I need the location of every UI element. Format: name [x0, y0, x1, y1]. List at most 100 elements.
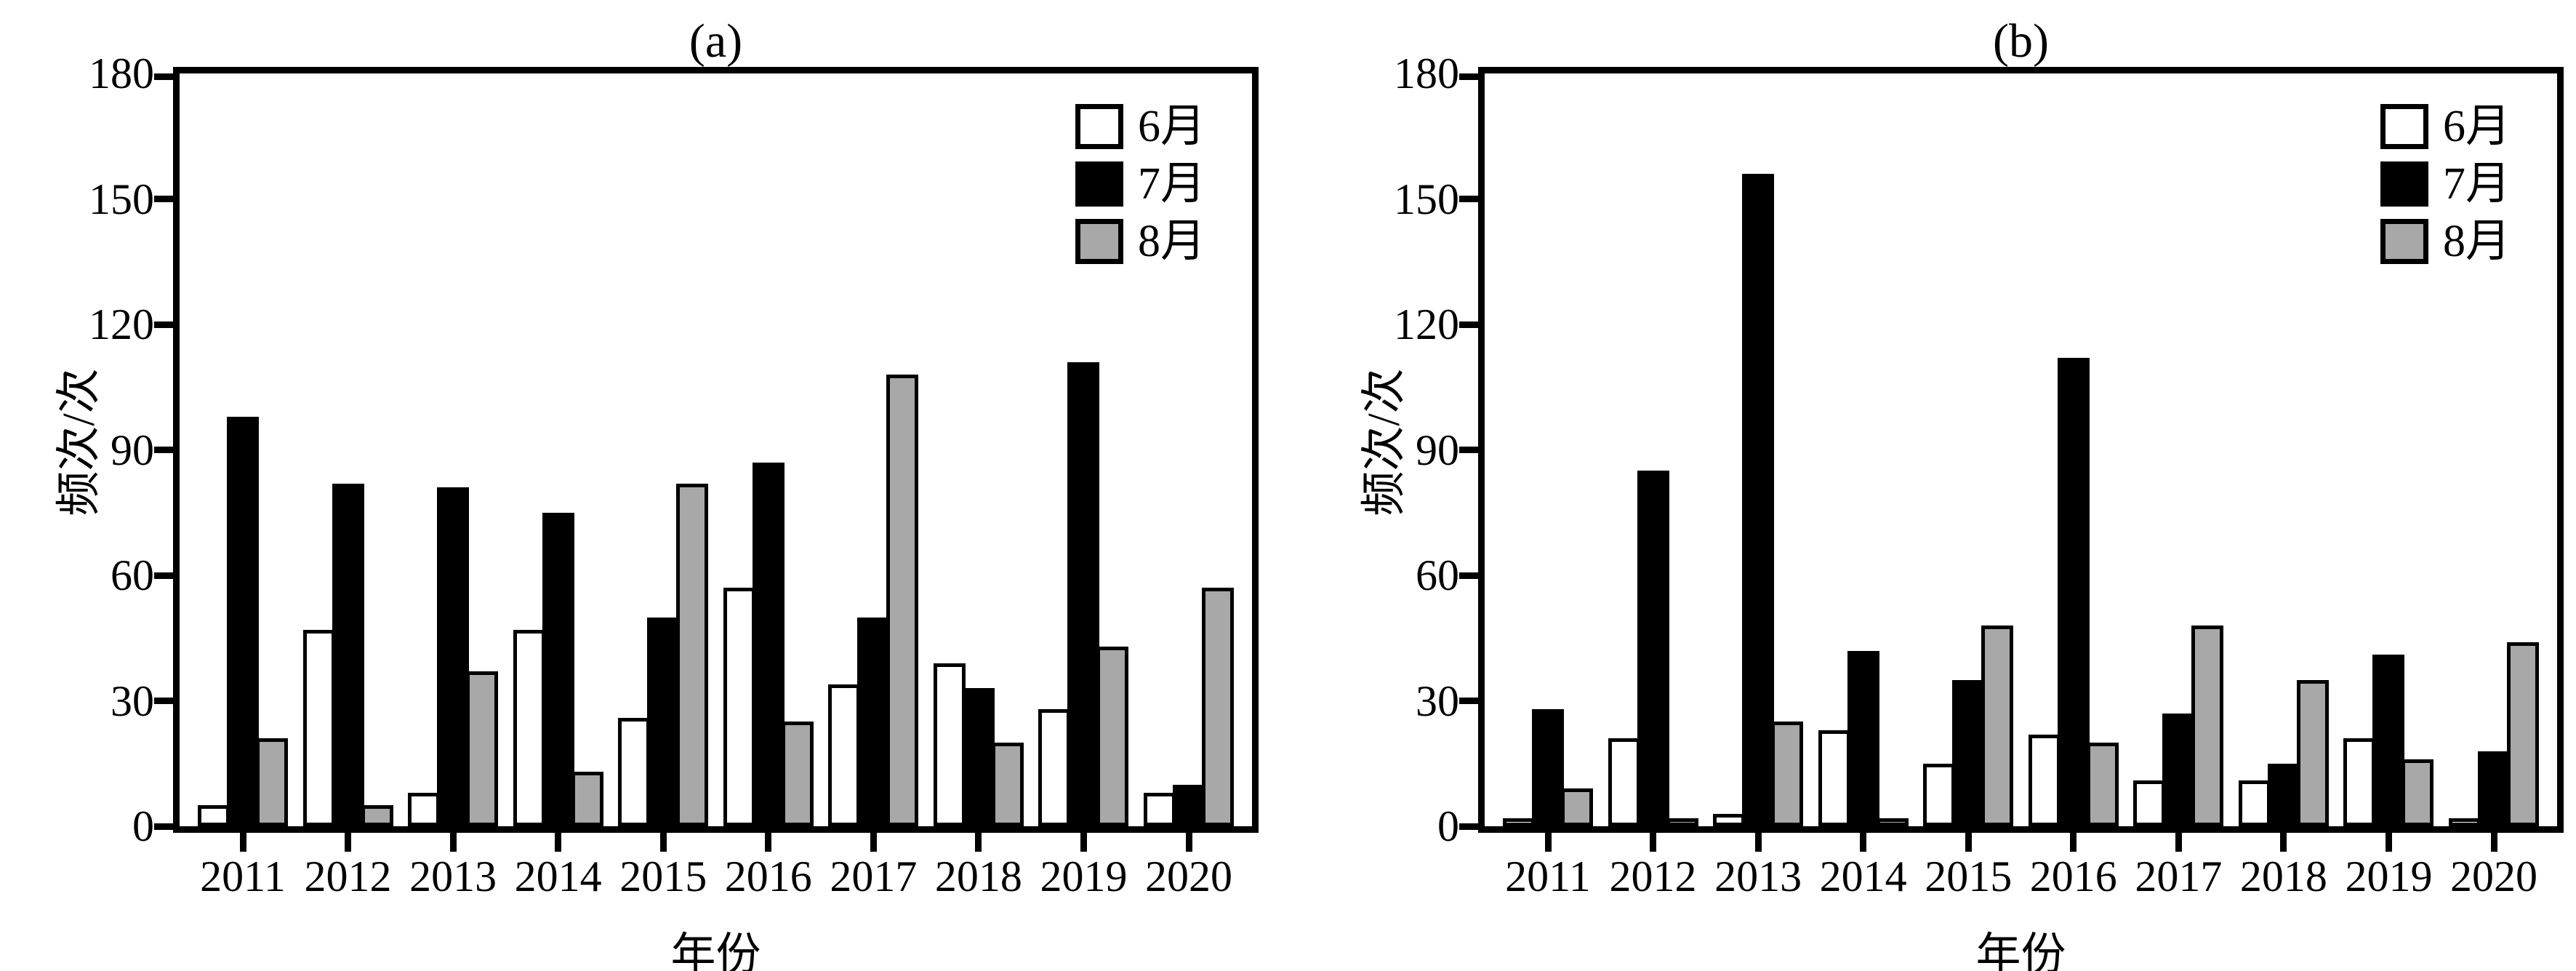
bar-7月-2011 [227, 416, 259, 826]
x-tick-label-2016: 2016 [2029, 852, 2117, 900]
plot-area-b: (b) 频次/次 年份 6月 7月 8月 0 30 60 90 120 150 180 2011 2… [1360, 15, 2564, 971]
panel-a-legend: 6月 7月 8月 [1075, 104, 1205, 276]
bar-7月-2012 [1637, 471, 1669, 826]
y-tick-label-90: 90 [1416, 425, 1459, 474]
bar-6月-2015 [1923, 763, 1956, 826]
x-tick-label-2013: 2013 [409, 852, 497, 900]
bar-6月-2016 [723, 588, 755, 826]
bar-7月-2015 [647, 617, 680, 826]
y-tick-60 [154, 572, 173, 579]
x-tick-2016 [2070, 833, 2077, 852]
y-tick-label-150: 150 [89, 175, 154, 223]
bar-6月-2019 [2343, 738, 2376, 826]
bar-8月-2016 [2086, 743, 2119, 826]
bar-8月-2015 [676, 483, 709, 826]
bar-6月-2014 [1818, 730, 1850, 826]
bar-8月-2013 [1771, 722, 1804, 826]
bar-6月-2013 [408, 793, 441, 826]
bar-6月-2012 [302, 629, 335, 826]
y-tick-label-0: 0 [132, 802, 154, 850]
bar-8月-2019 [1096, 646, 1129, 826]
bar-7月-2014 [1847, 650, 1879, 826]
x-tick-label-2019: 2019 [1040, 852, 1128, 900]
bar-8月-2011 [1561, 788, 1593, 826]
x-tick-label-2014: 2014 [1819, 852, 1907, 900]
bar-8月-2013 [466, 671, 499, 826]
legend-row-8月: 8月 [2380, 219, 2511, 264]
y-tick-label-120: 120 [89, 300, 154, 348]
x-tick-label-2012: 2012 [1609, 852, 1697, 900]
y-tick-label-0: 0 [1437, 802, 1459, 850]
bar-7月-2013 [1742, 174, 1775, 826]
bar-7月-2014 [542, 512, 574, 826]
bar-7月-2017 [857, 617, 890, 826]
y-tick-label-60: 60 [1416, 551, 1459, 599]
y-tick-label-30: 30 [111, 676, 154, 725]
y-tick-label-180: 180 [89, 49, 154, 97]
x-tick-2013 [449, 833, 457, 852]
panel-a-title: (a) [689, 15, 743, 68]
bar-7月-2011 [1532, 709, 1564, 826]
bar-6月-2018 [933, 663, 966, 826]
legend-swatch-8月 [1075, 219, 1123, 264]
x-tick-2019 [2385, 833, 2392, 852]
bar-8月-2014 [571, 772, 603, 826]
bar-8月-2014 [1876, 818, 1909, 826]
legend-row-6月: 6月 [2380, 104, 2511, 149]
bar-6月-2017 [2133, 780, 2166, 826]
y-tick-label-150: 150 [1394, 175, 1459, 223]
x-tick-2012 [1650, 833, 1657, 852]
x-tick-label-2013: 2013 [1714, 852, 1802, 900]
legend-row-7月: 7月 [2380, 161, 2511, 207]
bar-8月-2018 [991, 743, 1024, 826]
x-tick-2015 [1965, 833, 1972, 852]
legend-label-8月: 8月 [1138, 217, 1206, 266]
x-tick-2011 [1544, 833, 1552, 852]
x-tick-2012 [345, 833, 352, 852]
legend-row-6月: 6月 [1075, 104, 1205, 149]
bar-6月-2020 [2449, 818, 2481, 826]
bar-6月-2020 [1144, 793, 1176, 826]
bar-8月-2015 [1981, 626, 2014, 826]
bar-7月-2018 [962, 688, 995, 826]
x-tick-2014 [555, 833, 562, 852]
bar-8月-2020 [2507, 642, 2539, 826]
bar-6月-2012 [1608, 738, 1640, 826]
bar-7月-2016 [2057, 358, 2090, 826]
bar-6月-2011 [198, 805, 230, 826]
x-tick-label-2018: 2018 [934, 852, 1022, 900]
y-tick-label-30: 30 [1416, 676, 1459, 725]
x-tick-2017 [2175, 833, 2182, 852]
bar-6月-2014 [513, 629, 545, 826]
y-tick-90 [1459, 447, 1478, 453]
x-tick-2013 [1754, 833, 1762, 852]
panel-b-x-axis-label: 年份 [1975, 930, 2066, 971]
y-tick-150 [1459, 196, 1478, 202]
y-tick-120 [1459, 321, 1478, 328]
bar-8月-2012 [361, 805, 393, 826]
x-tick-2020 [1185, 833, 1192, 852]
bar-8月-2019 [2402, 759, 2434, 826]
x-tick-2020 [2490, 833, 2497, 852]
x-tick-label-2011: 2011 [200, 852, 286, 900]
x-tick-2011 [239, 833, 246, 852]
bar-8月-2011 [256, 738, 288, 826]
bar-7月-2019 [2372, 655, 2405, 826]
legend-label-6月: 6月 [2443, 102, 2511, 151]
y-tick-30 [1459, 698, 1478, 704]
bar-6月-2015 [618, 717, 651, 826]
x-tick-2017 [870, 833, 877, 852]
y-tick-label-120: 120 [1394, 300, 1459, 348]
x-tick-label-2015: 2015 [1925, 852, 2013, 900]
bar-7月-2015 [1952, 679, 1985, 826]
legend-swatch-6月 [2380, 104, 2428, 149]
y-tick-label-90: 90 [111, 425, 154, 474]
y-tick-90 [154, 447, 173, 453]
legend-swatch-8月 [2380, 219, 2428, 264]
bar-8月-2017 [2191, 626, 2224, 826]
panel-b-title: (b) [1993, 15, 2049, 68]
bar-8月-2012 [1666, 818, 1698, 826]
legend-label-7月: 7月 [1138, 159, 1206, 209]
bar-6月-2017 [828, 684, 861, 826]
